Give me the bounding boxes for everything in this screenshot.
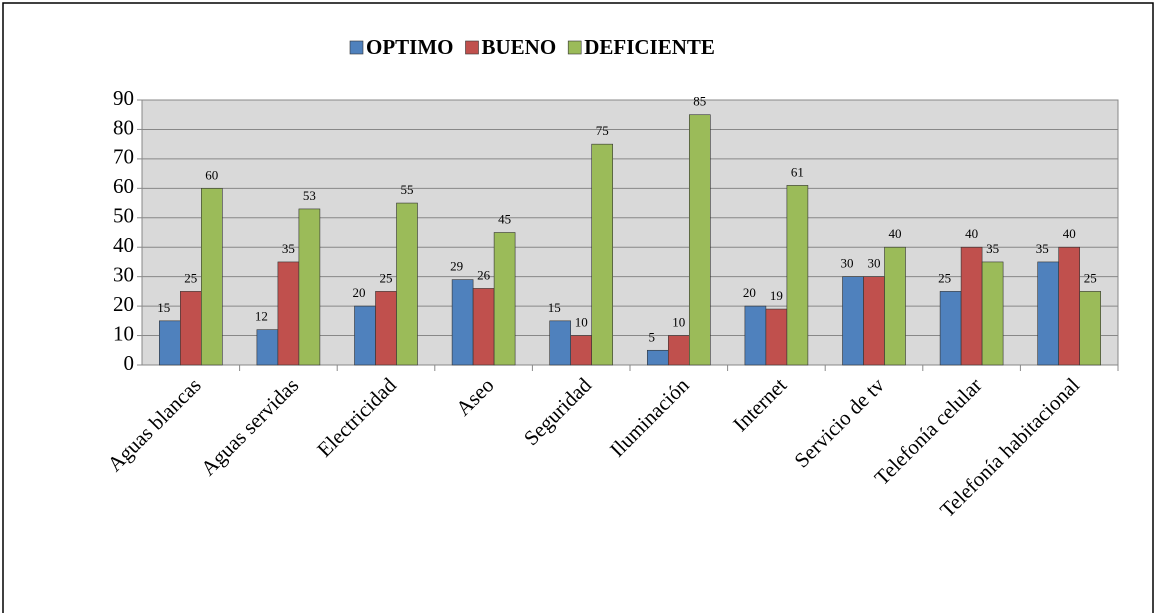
bar (688, 114, 711, 366)
y-tick-label: 20 (113, 292, 134, 316)
bar (842, 276, 864, 366)
data-label: 12 (255, 309, 268, 324)
bar (549, 320, 572, 366)
bar (863, 276, 885, 366)
data-label: 25 (380, 270, 393, 285)
bar (1058, 246, 1080, 366)
bar (960, 246, 983, 366)
data-label: 61 (791, 164, 804, 179)
bar (298, 208, 321, 366)
bar (744, 305, 767, 366)
bar (375, 291, 397, 366)
bar (1037, 261, 1059, 366)
bar (277, 261, 300, 366)
data-label: 25 (1084, 270, 1097, 285)
bar (667, 335, 690, 366)
bar (570, 335, 593, 366)
data-label: 20 (743, 285, 756, 300)
y-tick-label: 40 (113, 233, 134, 257)
bar (786, 185, 809, 366)
legend-label: OPTIMO (366, 35, 454, 59)
data-label: 35 (282, 241, 295, 256)
data-label: 45 (498, 211, 511, 226)
y-tick-label: 80 (113, 115, 134, 139)
bar (201, 188, 223, 366)
y-tick-label: 70 (113, 145, 134, 169)
legend-swatch (349, 40, 364, 55)
data-label: 30 (841, 256, 854, 271)
data-label: 25 (938, 270, 951, 285)
data-label: 40 (1063, 226, 1076, 241)
data-label: 15 (157, 300, 170, 315)
data-label: 60 (205, 167, 218, 182)
data-label: 85 (693, 94, 706, 109)
data-label: 55 (401, 182, 414, 197)
data-label: 26 (477, 267, 491, 282)
data-label: 75 (596, 123, 609, 138)
bar (396, 202, 418, 366)
bar (159, 320, 181, 366)
y-tick-label: 60 (113, 174, 134, 198)
y-tick-label: 0 (124, 351, 135, 375)
data-label: 29 (450, 259, 463, 274)
data-label: 15 (548, 300, 561, 315)
legend-label: DEFICIENTE (584, 35, 715, 59)
bar (591, 143, 614, 366)
y-tick-label: 10 (113, 321, 134, 345)
bar (1079, 291, 1101, 366)
bar (472, 288, 495, 366)
bar (354, 305, 376, 366)
data-label: 19 (770, 288, 783, 303)
data-label: 40 (889, 226, 902, 241)
data-label: 20 (353, 285, 366, 300)
y-tick-label: 90 (113, 86, 134, 110)
data-label: 25 (184, 270, 197, 285)
data-label: 30 (868, 256, 881, 271)
data-label: 53 (303, 188, 316, 203)
legend-swatch (465, 40, 479, 55)
bar (981, 261, 1004, 366)
data-label: 10 (672, 315, 685, 330)
data-label: 5 (649, 329, 656, 344)
data-label: 10 (575, 315, 588, 330)
bar (884, 246, 906, 366)
bar (493, 232, 516, 366)
y-tick-label: 50 (113, 204, 134, 228)
bar (180, 291, 202, 366)
bar (646, 349, 669, 366)
data-label: 40 (965, 226, 978, 241)
legend-label: BUENO (482, 35, 557, 59)
data-label: 35 (1036, 241, 1049, 256)
legend-swatch (567, 40, 582, 55)
bar (256, 329, 279, 366)
bar (939, 291, 962, 366)
bar (765, 308, 788, 366)
y-tick-label: 30 (113, 262, 134, 286)
data-label: 35 (986, 241, 999, 256)
bar (451, 279, 474, 366)
